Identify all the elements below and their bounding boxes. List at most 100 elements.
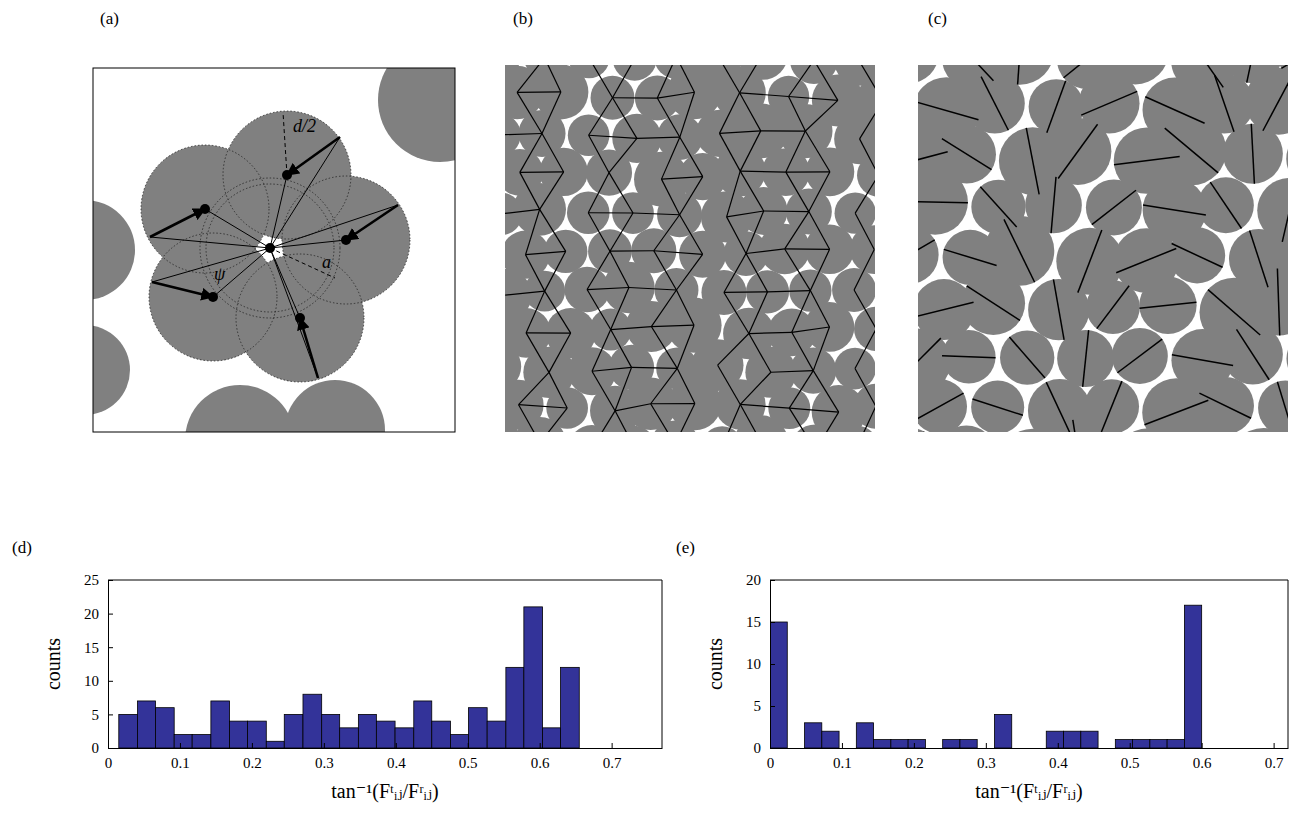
force-chain xyxy=(611,330,632,368)
diagram-a xyxy=(93,68,455,432)
force-chain xyxy=(746,254,768,292)
force-chain xyxy=(855,369,875,407)
tick-label: 15 xyxy=(84,640,99,656)
tick-mark xyxy=(914,743,915,748)
radius-line xyxy=(270,248,335,278)
centre xyxy=(208,292,218,302)
force-line xyxy=(1081,91,1137,115)
tick-mark xyxy=(396,743,397,748)
disk xyxy=(568,425,616,432)
tick-mark xyxy=(770,664,775,665)
force-line xyxy=(1247,65,1259,83)
force-chain xyxy=(517,91,561,93)
histogram-panel: (e)00.10.20.30.40.50.60.705101520tan⁻¹(F… xyxy=(676,538,1289,803)
frame xyxy=(108,580,662,581)
tick: 20 xyxy=(84,606,113,622)
force-chain xyxy=(651,404,675,432)
force-line xyxy=(1026,128,1039,194)
force-chain xyxy=(587,290,611,330)
tick-mark xyxy=(108,714,113,715)
force-chain xyxy=(680,177,703,215)
bond xyxy=(270,175,287,248)
force-chain xyxy=(816,412,839,432)
force-line xyxy=(1064,65,1112,78)
disk xyxy=(1086,280,1140,334)
tick-mark xyxy=(108,681,113,682)
annotation: a xyxy=(322,252,331,272)
disk-outline xyxy=(206,184,334,312)
force-chain xyxy=(520,172,540,209)
axis-line xyxy=(109,748,663,749)
force-chain xyxy=(526,209,540,254)
y-axis-title: counts xyxy=(42,638,64,690)
force-chain xyxy=(680,137,703,176)
tick-mark xyxy=(252,743,253,748)
force-chain xyxy=(749,292,768,334)
bar xyxy=(925,748,942,749)
force-chain xyxy=(785,249,811,291)
tick-label: 0.4 xyxy=(1049,755,1068,771)
disk-outline xyxy=(282,176,410,304)
force-line xyxy=(1281,65,1288,68)
force-chain xyxy=(789,408,815,432)
force-chain xyxy=(813,371,838,412)
tick: 0.1 xyxy=(171,743,190,771)
tick: 15 xyxy=(746,614,775,630)
tick: 0.3 xyxy=(315,743,334,771)
force-line xyxy=(1250,231,1268,288)
force-chain xyxy=(724,254,746,293)
disk-outline xyxy=(236,254,364,382)
force-line xyxy=(918,240,935,269)
bar xyxy=(432,721,451,748)
disk xyxy=(835,426,875,432)
bond xyxy=(150,237,270,248)
force-chain xyxy=(549,372,567,408)
force-chain xyxy=(588,173,609,213)
disk xyxy=(1198,177,1254,233)
force-chain xyxy=(611,327,652,330)
force-chain xyxy=(587,251,610,289)
force-line xyxy=(981,77,1008,131)
panel-label: (b) xyxy=(513,9,533,28)
tick-mark xyxy=(324,743,325,748)
frame xyxy=(662,580,663,748)
bond xyxy=(270,248,300,318)
force-chain xyxy=(657,92,694,98)
force-chain xyxy=(676,290,694,325)
bar xyxy=(787,748,804,749)
force-chain xyxy=(651,368,678,403)
force-line xyxy=(1236,329,1269,379)
force-chain xyxy=(526,291,545,333)
force-line xyxy=(944,249,997,265)
force-chain xyxy=(771,371,813,373)
force-chain xyxy=(609,138,637,172)
force-chain xyxy=(764,210,809,212)
bar xyxy=(839,748,856,749)
tick: 0 xyxy=(754,740,776,756)
force-line xyxy=(1092,190,1136,224)
force-chain xyxy=(661,177,702,179)
force-chain xyxy=(520,133,542,172)
force-chain xyxy=(786,172,809,211)
bar xyxy=(1150,740,1167,748)
force-chain xyxy=(805,100,838,131)
force-line xyxy=(1078,230,1102,293)
force-line xyxy=(1277,268,1279,335)
force-line xyxy=(980,187,1016,227)
force-chain xyxy=(740,93,761,131)
tick-label: 0 xyxy=(92,740,100,756)
force-chain xyxy=(813,327,829,371)
panel-label: (c) xyxy=(928,9,947,28)
bar xyxy=(891,740,908,748)
tick-label: 0.1 xyxy=(833,755,852,771)
force-chain xyxy=(718,365,741,404)
force-chain xyxy=(526,332,571,333)
disk xyxy=(1258,381,1288,432)
tick-label: 20 xyxy=(84,606,99,622)
tick-label: 0.5 xyxy=(459,755,478,771)
force-line xyxy=(918,302,974,317)
disk xyxy=(378,68,455,162)
force-chain xyxy=(505,133,542,134)
bar xyxy=(874,740,891,748)
force-chain xyxy=(724,292,749,333)
